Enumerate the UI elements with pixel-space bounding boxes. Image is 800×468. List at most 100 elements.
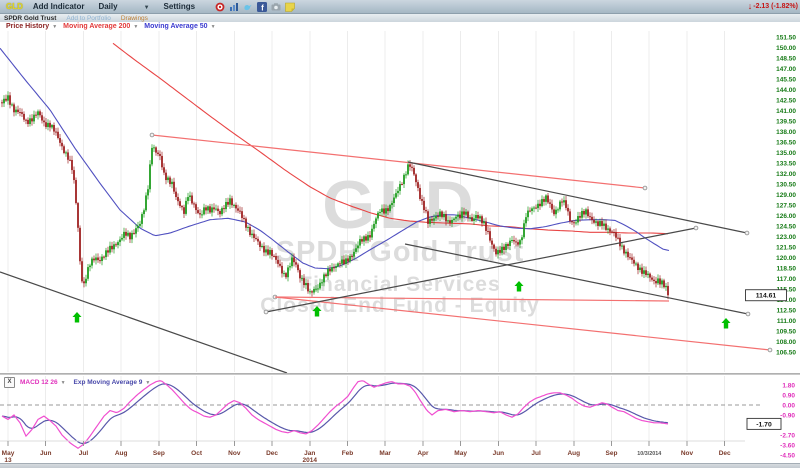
- svg-text:Dec: Dec: [719, 450, 731, 457]
- trendline-handle[interactable]: [642, 185, 648, 191]
- green-up-arrow[interactable]: [72, 312, 82, 323]
- target-icon[interactable]: [215, 2, 225, 12]
- svg-text:148.50: 148.50: [776, 55, 796, 62]
- svg-text:118.50: 118.50: [776, 265, 796, 272]
- trendline-handle[interactable]: [263, 309, 269, 315]
- interval-dropdown[interactable]: Daily ▼: [98, 2, 150, 11]
- svg-text:130.50: 130.50: [776, 181, 796, 188]
- svg-text:142.50: 142.50: [776, 97, 796, 104]
- month-gridlines: [7, 31, 726, 372]
- legend-moving-average-200[interactable]: Moving Average 200 ▼: [63, 23, 139, 30]
- green-up-arrow[interactable]: [312, 306, 322, 317]
- macd-signal-line: [1, 382, 669, 445]
- symbol-label: GLD: [6, 2, 23, 11]
- svg-text:114.61: 114.61: [756, 293, 777, 300]
- ma50-line: [0, 47, 670, 270]
- macd-axis-labels: 1.80 0.90 0.00 -0.90 -2.70 -3.60 -4.50 -1.70: [746, 382, 795, 459]
- tab-spdr-gold-trust[interactable]: SPDR Gold Trust: [4, 14, 57, 22]
- svg-text:Oct: Oct: [191, 450, 203, 457]
- red-declining-line[interactable]: [274, 296, 771, 351]
- svg-text:Jul: Jul: [79, 450, 89, 457]
- svg-text:Jan: Jan: [304, 450, 315, 457]
- black-channel-bottom[interactable]: [404, 243, 749, 315]
- black-channel-top[interactable]: [407, 161, 748, 234]
- trendline-handle[interactable]: [744, 230, 750, 236]
- svg-text:141.00: 141.00: [776, 108, 796, 115]
- trendline-handle[interactable]: [693, 225, 699, 231]
- svg-text:151.50: 151.50: [776, 34, 796, 41]
- chevron-down-icon: ▼: [145, 379, 151, 386]
- svg-text:124.50: 124.50: [776, 223, 796, 230]
- svg-text:May: May: [2, 450, 15, 457]
- svg-text:133.50: 133.50: [776, 160, 796, 167]
- svg-text:Dec: Dec: [266, 450, 278, 457]
- svg-text:Apr: Apr: [417, 450, 429, 457]
- svg-text:126.00: 126.00: [776, 213, 796, 220]
- svg-text:135.00: 135.00: [776, 150, 796, 157]
- svg-text:Feb: Feb: [342, 450, 354, 457]
- legend-exp-moving-average-9[interactable]: Exp Moving Average 9 ▼: [73, 379, 151, 386]
- svg-text:Aug: Aug: [567, 450, 580, 457]
- facebook-icon[interactable]: f: [257, 1, 268, 12]
- red-resistance-line[interactable]: [151, 134, 646, 189]
- main-toolbar: GLD Add Indicator Daily ▼ Settings f: [0, 0, 800, 14]
- svg-text:109.50: 109.50: [776, 328, 796, 335]
- svg-text:150.00: 150.00: [776, 45, 796, 52]
- svg-text:Jun: Jun: [493, 450, 505, 457]
- settings-button[interactable]: Settings: [163, 2, 196, 11]
- svg-text:-2.70: -2.70: [780, 432, 795, 439]
- drawings-link[interactable]: Drawings: [120, 14, 148, 22]
- legend-macd[interactable]: MACD 12 26 ▼: [20, 379, 66, 386]
- price-axis-labels: 151.50 150.00 148.50 147.00 145.50 144.00 142.…: [776, 34, 796, 356]
- trendline-handle[interactable]: [767, 347, 773, 353]
- camera-icon[interactable]: [271, 2, 281, 12]
- chevron-down-icon: ▼: [60, 379, 66, 386]
- note-icon[interactable]: [285, 2, 295, 12]
- trendline-handle[interactable]: [745, 311, 751, 317]
- svg-text:108.00: 108.00: [776, 339, 796, 346]
- legend-moving-average-50[interactable]: Moving Average 50 ▼: [144, 23, 216, 30]
- svg-text:13: 13: [4, 457, 12, 463]
- trendline-drawings[interactable]: [0, 132, 773, 374]
- svg-text:Sep: Sep: [606, 450, 618, 457]
- down-arrow-icon: ↓: [747, 1, 753, 11]
- svg-text:-1.70: -1.70: [756, 421, 772, 428]
- svg-text:123.00: 123.00: [776, 234, 796, 241]
- chevron-down-icon: ▼: [143, 5, 150, 11]
- svg-text:138.00: 138.00: [776, 129, 796, 136]
- svg-text:Jun: Jun: [40, 450, 52, 457]
- svg-text:Mar: Mar: [379, 450, 391, 457]
- svg-text:Nov: Nov: [681, 450, 694, 457]
- add-to-portfolio-link[interactable]: Add to Portfolio: [66, 14, 111, 22]
- svg-text:106.50: 106.50: [776, 349, 796, 356]
- black-rising-line[interactable]: [265, 227, 697, 313]
- legend-price-history[interactable]: Price History ▼: [6, 23, 58, 30]
- trendline-handle[interactable]: [149, 132, 155, 138]
- svg-text:-3.60: -3.60: [780, 442, 795, 449]
- black-falling-line[interactable]: [0, 271, 288, 374]
- green-up-arrow[interactable]: [514, 281, 524, 292]
- close-icon[interactable]: X: [4, 377, 15, 388]
- svg-text:144.00: 144.00: [776, 87, 796, 94]
- svg-text:May: May: [454, 450, 467, 457]
- symbol-tab-bar: SPDR Gold Trust Add to Portfolio Drawing…: [0, 14, 800, 22]
- chevron-down-icon: ▼: [52, 23, 58, 30]
- svg-text:111.00: 111.00: [777, 318, 797, 325]
- green-up-arrow[interactable]: [721, 318, 731, 329]
- svg-text:2014: 2014: [303, 457, 318, 463]
- macd-pane-canvas[interactable]: 1.80 0.90 0.00 -0.90 -2.70 -3.60 -4.50 -1.70 May…: [0, 374, 800, 463]
- chart-icon[interactable]: [229, 2, 239, 12]
- twitter-icon[interactable]: [243, 2, 253, 12]
- buy-arrow-annotations[interactable]: [72, 281, 731, 329]
- svg-text:0.90: 0.90: [782, 392, 795, 399]
- add-indicator-button[interactable]: Add Indicator: [32, 2, 85, 11]
- macd-pane-legend: X MACD 12 26 ▼ Exp Moving Average 9 ▼: [4, 377, 158, 388]
- price-change-badge: ↓ -2.13 (-1.82%): [747, 1, 798, 11]
- svg-text:112.50: 112.50: [776, 307, 796, 314]
- svg-text:121.50: 121.50: [776, 244, 796, 251]
- svg-text:Aug: Aug: [115, 450, 128, 457]
- svg-text:129.00: 129.00: [776, 192, 796, 199]
